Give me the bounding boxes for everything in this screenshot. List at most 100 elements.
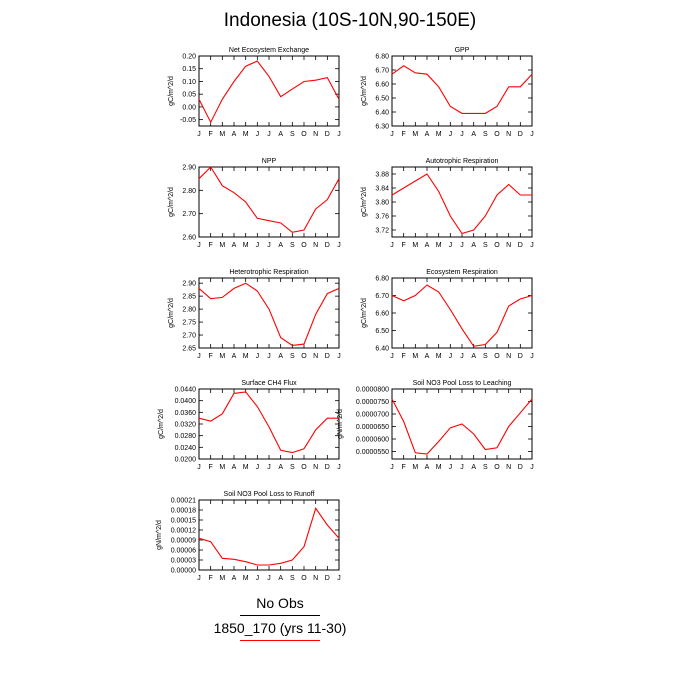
plot-frame: [198, 388, 340, 460]
chart-title: NPP: [262, 158, 277, 165]
series-line: [391, 65, 533, 114]
chart-title: Ecosystem Respiration: [426, 269, 498, 276]
y-tick-label: 2.75: [182, 320, 196, 327]
y-tick-label: 0.20: [182, 54, 196, 61]
y-tick-label: 6.40: [375, 346, 389, 353]
x-tick-label: F: [209, 464, 213, 471]
x-tick-label: S: [483, 464, 488, 471]
chart-title: Surface CH4 Flux: [241, 380, 297, 387]
x-tick-label: A: [425, 464, 430, 471]
x-tick-label: D: [518, 131, 523, 138]
plot-frame: [391, 166, 533, 238]
x-tick-label: M: [412, 131, 418, 138]
x-tick-label: F: [402, 353, 406, 360]
x-tick-label: A: [278, 131, 283, 138]
x-tick-label: A: [425, 353, 430, 360]
x-tick-label: A: [471, 242, 476, 249]
chart-panel: Net Ecosystem Exchange gC/m^2/d -0.05 0.00 0…: [168, 47, 341, 138]
x-tick-label: M: [219, 353, 225, 360]
x-tick-label: J: [449, 242, 453, 249]
series-line: [198, 282, 340, 346]
x-tick-label: J: [390, 464, 394, 471]
legend-obs-label: No Obs: [256, 595, 304, 611]
y-tick-label: -0.05: [180, 117, 196, 124]
chart-title: Autotrophic Respiration: [426, 158, 499, 165]
x-tick-label: A: [425, 242, 430, 249]
x-tick-label: A: [471, 353, 476, 360]
y-tick-label: 0.0000600: [356, 437, 389, 444]
x-tick-label: J: [449, 353, 453, 360]
x-tick-label: S: [290, 131, 295, 138]
y-tick-label: 2.90: [182, 165, 196, 172]
x-tick-label: N: [313, 242, 318, 249]
x-tick-label: M: [219, 464, 225, 471]
y-tick-label: 6.80: [375, 54, 389, 61]
y-axis-label: gC/m^2/d: [168, 76, 175, 106]
y-tick-label: 3.88: [375, 172, 389, 179]
x-tick-label: J: [256, 353, 260, 360]
chart-title: Soil NO3 Pool Loss to Leaching: [413, 380, 512, 387]
x-tick-label: A: [278, 353, 283, 360]
x-tick-label: S: [290, 575, 295, 582]
chart-title: Soil NO3 Pool Loss to Runoff: [224, 491, 315, 498]
y-tick-label: 0.0440: [175, 387, 197, 394]
x-tick-label: M: [219, 131, 225, 138]
x-tick-label: M: [436, 464, 442, 471]
y-tick-label: 0.00: [182, 104, 196, 111]
y-tick-label: 0.0000800: [356, 387, 389, 394]
x-tick-label: J: [256, 131, 260, 138]
series-line: [198, 166, 340, 233]
x-tick-label: J: [390, 131, 394, 138]
series-line: [198, 60, 340, 124]
y-tick-label: 6.60: [375, 82, 389, 89]
y-tick-label: 0.15: [182, 66, 196, 73]
x-tick-label: D: [325, 131, 330, 138]
x-tick-label: D: [518, 464, 523, 471]
chart-panel: Soil NO3 Pool Loss to Runoff gN/m^2/d 0.00…: [156, 491, 341, 582]
y-tick-label: 6.50: [375, 328, 389, 335]
y-axis-label: gN/m^2/d: [337, 409, 344, 439]
y-axis-label: gC/m^2/d: [361, 298, 368, 328]
y-tick-label: 0.00003: [171, 558, 196, 565]
y-tick-label: 0.00006: [171, 548, 196, 555]
y-tick-label: 2.80: [182, 188, 196, 195]
x-tick-label: A: [232, 575, 237, 582]
y-tick-label: 0.0000700: [356, 412, 389, 419]
y-tick-label: 3.72: [375, 228, 389, 235]
x-tick-label: D: [325, 575, 330, 582]
x-tick-label: J: [337, 131, 341, 138]
x-tick-label: S: [483, 353, 488, 360]
x-tick-label: J: [460, 131, 464, 138]
x-tick-label: M: [412, 353, 418, 360]
x-tick-label: J: [267, 575, 271, 582]
y-tick-label: 6.50: [375, 96, 389, 103]
y-axis-label: gC/m^2/d: [168, 187, 175, 217]
y-tick-label: 0.00000: [171, 568, 196, 575]
y-tick-label: 0.00018: [171, 508, 196, 515]
y-axis-label: gC/m^2/d: [361, 187, 368, 217]
y-tick-label: 0.10: [182, 79, 196, 86]
x-tick-label: J: [197, 575, 201, 582]
x-tick-label: J: [449, 464, 453, 471]
x-tick-label: N: [506, 353, 511, 360]
x-tick-label: F: [209, 131, 213, 138]
y-axis-label: gC/m^2/d: [168, 298, 175, 328]
x-tick-label: M: [243, 464, 249, 471]
page-title: Indonesia (10S-10N,90-150E): [223, 10, 477, 31]
y-tick-label: 6.60: [375, 311, 389, 318]
x-tick-label: J: [267, 242, 271, 249]
x-tick-label: D: [518, 353, 523, 360]
y-tick-label: 2.70: [182, 211, 196, 218]
x-tick-label: F: [209, 575, 213, 582]
x-tick-label: J: [460, 353, 464, 360]
plot-frame: [391, 55, 533, 127]
series-line: [198, 391, 339, 454]
x-tick-label: N: [506, 464, 511, 471]
x-tick-label: N: [313, 575, 318, 582]
y-tick-label: 0.00015: [171, 518, 196, 525]
y-tick-label: 6.70: [375, 68, 389, 75]
x-tick-label: N: [506, 131, 511, 138]
x-tick-label: D: [325, 242, 330, 249]
